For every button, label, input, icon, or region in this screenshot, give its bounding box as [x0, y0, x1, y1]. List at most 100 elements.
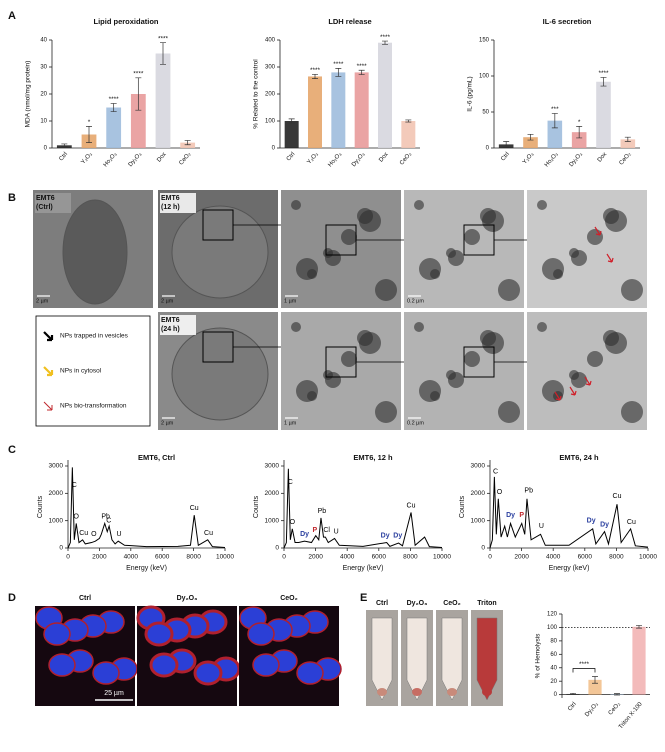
transformation-arrow [584, 376, 592, 386]
y-tick-label: 40 [550, 665, 557, 671]
tile-label: EMT6 [161, 317, 180, 324]
peak-label: Dy [600, 522, 609, 529]
particle-cluster [296, 258, 318, 280]
peak-label: O [74, 513, 80, 520]
image-label: CeO₂ [280, 595, 298, 602]
x-tick-label: Dox [378, 151, 389, 163]
significance-bracket [572, 668, 596, 673]
tube-label: Ctrl [376, 600, 388, 607]
x-tick-label: 6000 [578, 554, 593, 561]
transformation-arrow [606, 253, 614, 263]
significance: **** [357, 63, 368, 70]
peak-label: U [116, 531, 121, 538]
peak-label: U [539, 523, 544, 530]
peak-label: Dy [506, 512, 515, 519]
bar [180, 142, 196, 148]
y-axis-label: MDA (nmol/mg protein) [25, 61, 32, 128]
y-tick-label: 40 [40, 38, 47, 44]
bar [401, 121, 416, 148]
tube [476, 617, 498, 701]
significance: **** [109, 96, 120, 103]
tube [406, 617, 428, 701]
error-bar [405, 119, 412, 123]
peak-label: P [312, 527, 317, 534]
error-bar [61, 143, 68, 147]
x-tick-label: Ctrl [58, 151, 69, 162]
x-tick-label: Dox [597, 151, 608, 163]
x-tick-label: 6000 [155, 554, 170, 561]
bar [632, 626, 646, 695]
peak-label: Cu [613, 493, 622, 500]
x-tick-label: Dox [156, 151, 167, 163]
y-tick-label: 60 [550, 652, 557, 658]
x-axis-label: Energy (keV) [549, 565, 590, 572]
peak-label: Cu [190, 505, 199, 512]
x-tick-label: 6000 [372, 554, 387, 561]
error-bar [614, 693, 620, 696]
nucleus [92, 661, 120, 685]
label-bg [35, 193, 71, 213]
label-bg [160, 315, 196, 335]
peak-label: P [519, 512, 524, 519]
chart-title: IL-6 secretion [543, 17, 592, 26]
significance: **** [380, 34, 391, 41]
tile-label: EMT6 [161, 195, 180, 202]
y-tick-label: 10 [40, 119, 47, 125]
error-bar [551, 113, 558, 129]
particle-cluster [357, 208, 373, 224]
error-bar [527, 133, 534, 141]
chart-title: EMT6, Ctrl [138, 453, 175, 462]
cell [171, 205, 269, 299]
bar [308, 76, 322, 148]
y-axis-label: IL-6 (pg/mL) [467, 76, 474, 111]
peak-label: Pb [101, 513, 110, 520]
error-bar [135, 77, 142, 111]
legend-label: NPs trapped in vesicles [60, 333, 129, 340]
spectrum [489, 476, 649, 549]
x-tick-label: 0 [488, 554, 492, 561]
particle-cluster [414, 200, 424, 210]
significance: * [88, 119, 91, 126]
x-tick-label: 2000 [514, 554, 529, 561]
legend-label: NPs in cytosol [60, 368, 102, 375]
particle-cluster [375, 401, 397, 423]
scale-bar-label: 0.2 µm [407, 298, 424, 304]
x-tick-label: 2000 [92, 554, 107, 561]
transformation-arrow [554, 391, 562, 401]
peak-label: Pb [524, 487, 533, 494]
particle-cluster [621, 401, 643, 423]
scale-bar-label: 1 µm [284, 420, 297, 426]
x-tick-label: 0 [66, 554, 70, 561]
tile-label: (24 h) [161, 326, 180, 333]
particle-cluster [498, 279, 520, 301]
pellet [482, 688, 492, 696]
y-tick-label: 0 [44, 146, 48, 152]
peak-label: O [91, 531, 97, 538]
tube-label: Triton [477, 600, 496, 607]
chart-title: EMT6, 12 h [353, 453, 393, 462]
x-tick-label: 0 [282, 554, 286, 561]
chart-title: Lipid peroxidation [94, 17, 159, 26]
peak-label: Cu [204, 530, 213, 537]
error-bar [358, 69, 365, 75]
peak-label: O [290, 519, 296, 526]
y-tick-label: 0 [486, 146, 490, 152]
pellet [447, 688, 457, 696]
legend-arrow [43, 366, 54, 377]
bar [331, 72, 346, 148]
peak-label: Dy [381, 533, 390, 540]
error-bar [288, 118, 295, 124]
x-tick-label: 4000 [340, 554, 355, 561]
scale-bar-label: 25 µm [104, 690, 124, 697]
y-tick-label: 2000 [49, 490, 64, 497]
y-tick-label: 80 [550, 638, 557, 644]
y-tick-label: 0 [272, 146, 276, 152]
y-tick-label: 1000 [265, 517, 280, 524]
particle-cluster [621, 279, 643, 301]
y-axis-label: Counts [253, 495, 260, 518]
transformation-arrow [569, 386, 577, 396]
legend-box [35, 315, 151, 427]
particle-cluster [569, 370, 579, 380]
tile-label: (Ctrl) [36, 204, 53, 211]
